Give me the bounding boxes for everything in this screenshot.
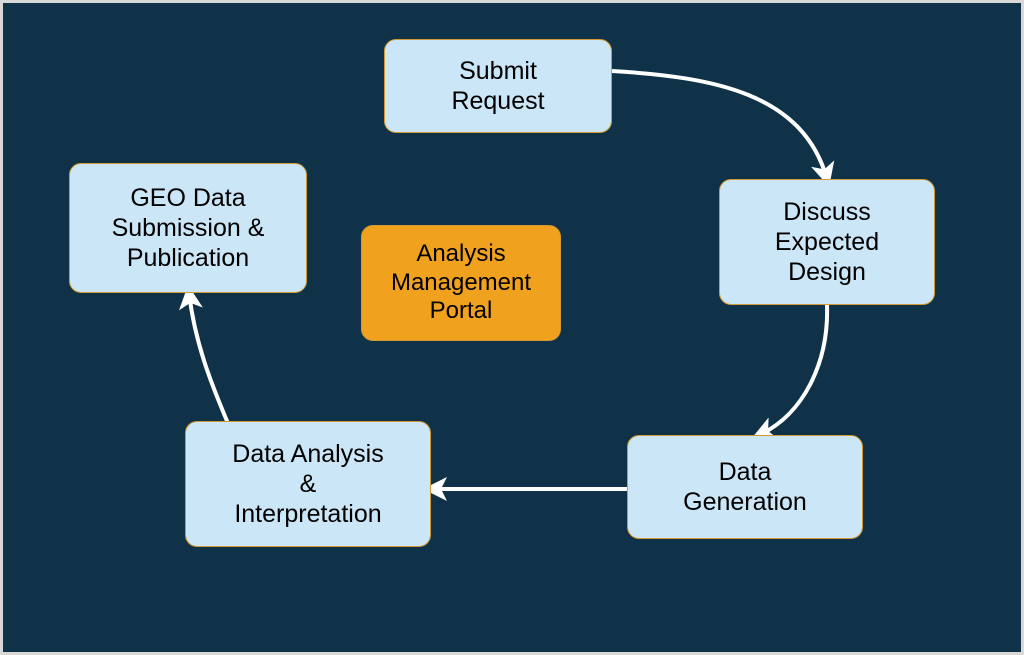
flow-node-analysis: Data Analysis & Interpretation: [185, 421, 431, 547]
flow-node-discuss: Discuss Expected Design: [719, 179, 935, 305]
flow-node-submit: Submit Request: [384, 39, 612, 133]
flowchart-canvas: Submit Request Discuss Expected Design Dat…: [0, 0, 1024, 655]
flow-node-geo: GEO Data Submission & Publication: [69, 163, 307, 293]
edge-submit-to-discuss: [612, 71, 827, 179]
center-node-portal: Analysis Management Portal: [361, 225, 561, 341]
edge-discuss-to-datagen: [759, 305, 827, 435]
edge-analysis-to-geo: [189, 293, 227, 421]
flow-node-datagen: Data Generation: [627, 435, 863, 539]
